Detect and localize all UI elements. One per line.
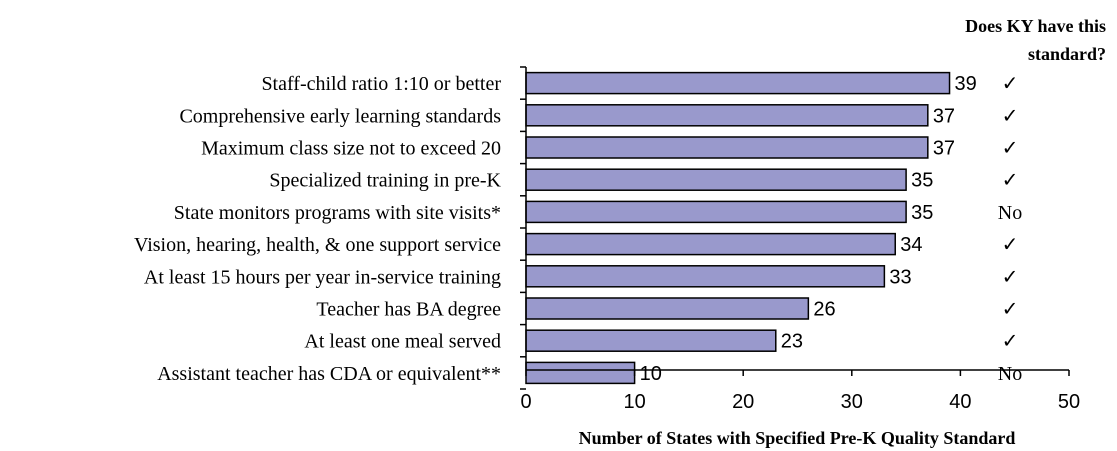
ky-standard-mark: ✓: [1002, 138, 1019, 160]
value-label: 39: [955, 73, 977, 95]
value-label: 26: [813, 299, 835, 321]
bars-layer: [525, 71, 951, 385]
value-label: 37: [933, 105, 955, 127]
bar: [525, 361, 636, 385]
value-label: 35: [911, 202, 933, 224]
bar: [525, 265, 886, 288]
value-label: 37: [933, 138, 955, 160]
ky-standard-mark: No: [998, 363, 1022, 385]
bar: [525, 71, 951, 95]
category-label: Teacher has BA degree: [316, 299, 501, 321]
bar: [525, 329, 777, 352]
ky-standard-mark: ✓: [1002, 170, 1019, 192]
x-axis-label: Number of States with Specified Pre-K Qu…: [579, 428, 1016, 448]
x-tick-label: 20: [732, 391, 754, 413]
x-tick-label: 10: [623, 391, 645, 413]
ky-standard-mark: ✓: [1002, 331, 1019, 353]
ky-column-header-line-1: Does KY have this: [965, 16, 1106, 36]
ky-standard-mark: ✓: [1002, 73, 1019, 95]
ky-standard-mark: No: [998, 202, 1022, 224]
category-label: Comprehensive early learning standards: [179, 105, 501, 127]
value-label: 10: [640, 363, 662, 385]
value-label: 34: [900, 234, 922, 256]
category-label: State monitors programs with site visits…: [174, 202, 501, 224]
x-tick-label: 30: [841, 391, 863, 413]
ky-standard-mark: ✓: [1002, 299, 1019, 321]
bar: [525, 232, 896, 256]
category-label: At least 15 hours per year in-service tr…: [144, 266, 501, 288]
axis-layer: 0 10 20 30 40 50: [520, 66, 1080, 413]
category-label: Specialized training in pre-K: [269, 170, 501, 192]
ky-standard-mark: ✓: [1002, 234, 1019, 256]
ky-column-header-line-2: standard?: [1028, 44, 1106, 64]
ky-standard-mark: ✓: [1002, 266, 1019, 288]
x-tick-label: 0: [520, 391, 531, 413]
value-label: 23: [781, 331, 803, 353]
bar: [525, 104, 929, 127]
ky-standard-mark: ✓: [1002, 105, 1019, 127]
bar: [525, 200, 907, 224]
category-label: Maximum class size not to exceed 20: [201, 138, 501, 160]
x-tick-label: 40: [949, 391, 971, 413]
category-label: Assistant teacher has CDA or equivalent*…: [157, 363, 501, 385]
value-label: 33: [889, 266, 911, 288]
bar: [525, 136, 929, 159]
value-label: 35: [911, 170, 933, 192]
category-label: At least one meal served: [304, 331, 501, 353]
bar: [525, 297, 810, 320]
x-tick-label: 50: [1058, 391, 1080, 413]
bar: [525, 168, 907, 191]
category-label: Vision, hearing, health, & one support s…: [134, 234, 501, 256]
labels-layer: Staff-child ratio 1:10 or better 39 ✓ Compr…: [134, 73, 1022, 385]
category-label: Staff-child ratio 1:10 or better: [261, 73, 501, 95]
